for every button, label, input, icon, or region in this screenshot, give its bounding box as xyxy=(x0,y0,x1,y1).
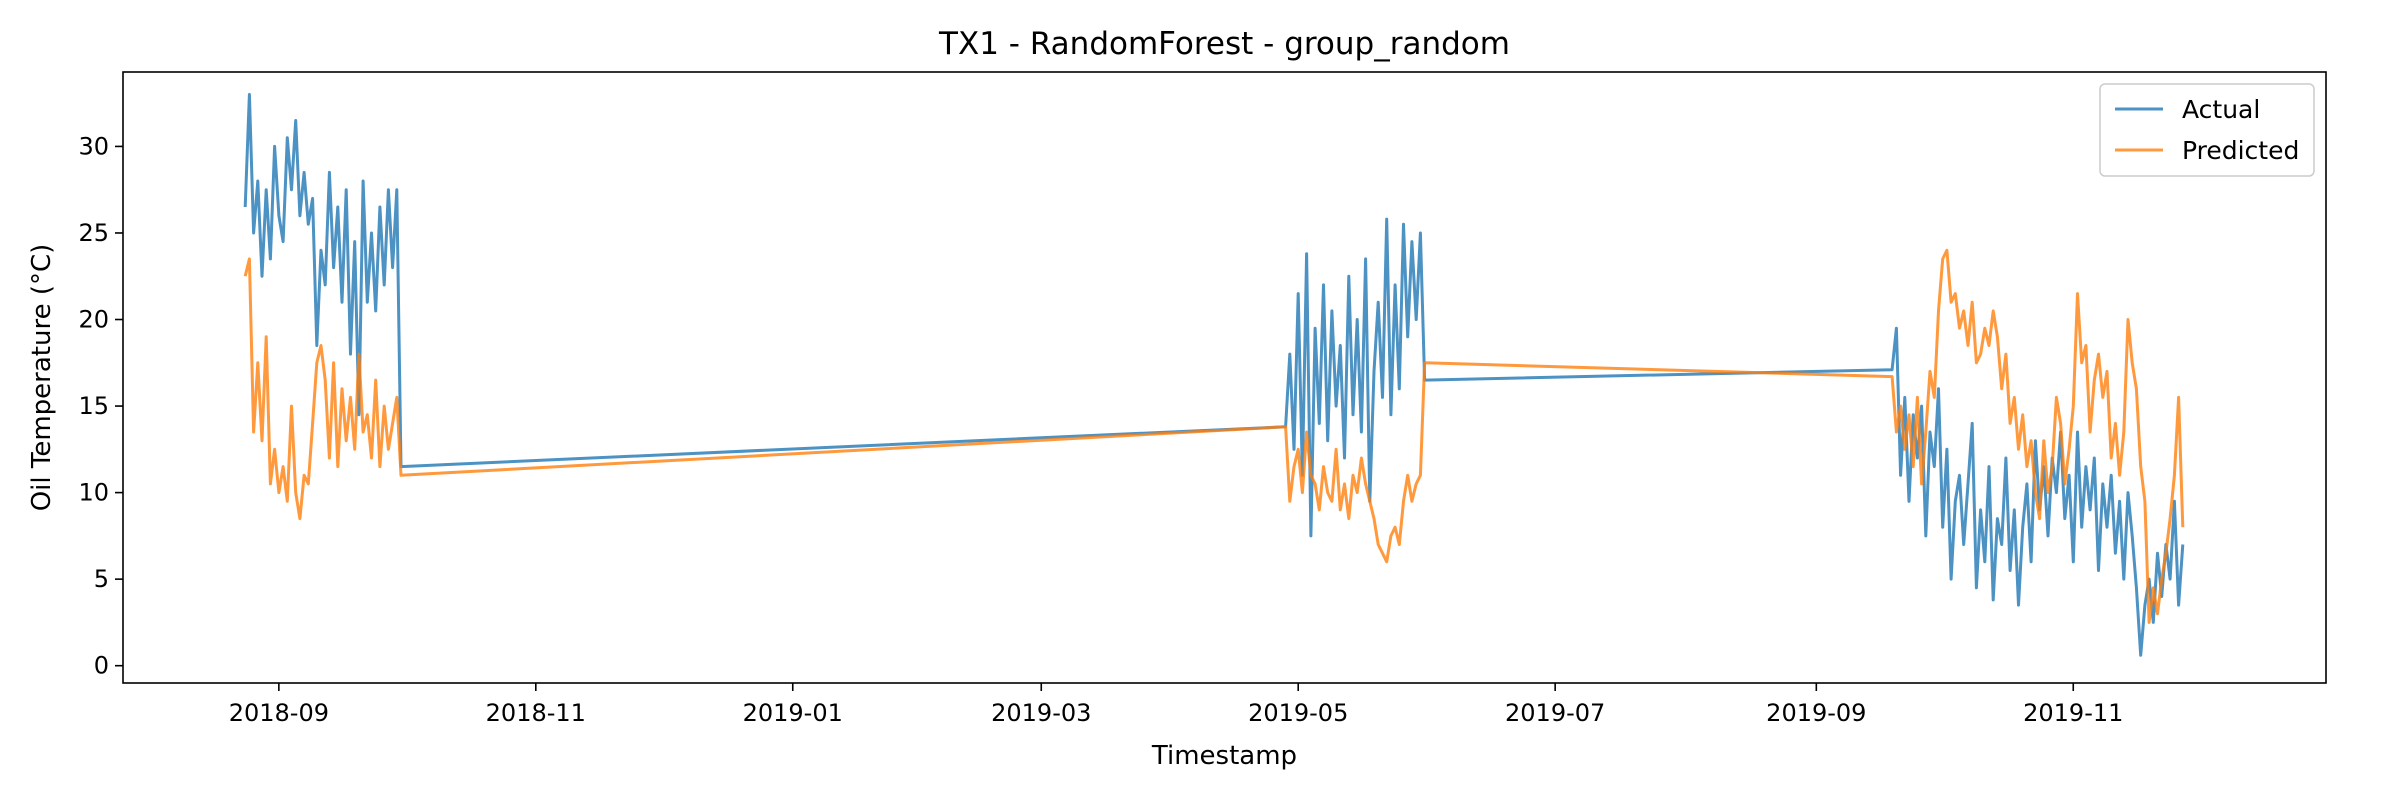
y-tick-label: 25 xyxy=(78,219,109,247)
plot-frame xyxy=(122,71,2327,684)
y-tick-label: 5 xyxy=(94,565,109,593)
legend-label-predicted: Predicted xyxy=(2182,136,2299,165)
y-axis: 0 5 10 15 20 25 30 xyxy=(78,132,123,680)
x-tick-label: 2019-01 xyxy=(743,699,843,727)
x-tick-label: 2019-09 xyxy=(1766,699,1866,727)
y-tick-label: 15 xyxy=(78,392,109,420)
legend-label-actual: Actual xyxy=(2182,95,2260,124)
x-tick-label: 2019-05 xyxy=(1248,699,1348,727)
y-tick-label: 20 xyxy=(78,306,109,334)
y-tick-label: 10 xyxy=(78,479,109,507)
series-layer xyxy=(243,93,2185,657)
legend: Actual Predicted xyxy=(2099,83,2315,177)
series-line-predicted xyxy=(243,248,2185,624)
series-line-actual xyxy=(243,93,2185,657)
x-axis: 2018-09 2018-11 2019-01 2019-03 2019-05 2019-… xyxy=(229,683,2123,727)
x-tick-label: 2019-11 xyxy=(2023,699,2123,727)
x-tick-label: 2018-11 xyxy=(486,699,586,727)
chart-title: TX1 - RandomForest - group_random xyxy=(938,26,1510,62)
y-axis-label: Oil Temperature (°C) xyxy=(27,244,57,512)
x-axis-label: Timestamp xyxy=(1151,741,1297,771)
x-tick-label: 2018-09 xyxy=(229,699,329,727)
y-tick-label: 30 xyxy=(78,132,109,160)
legend-box xyxy=(2099,83,2315,177)
y-tick-label: 0 xyxy=(94,652,109,680)
x-tick-label: 2019-03 xyxy=(991,699,1091,727)
x-tick-label: 2019-07 xyxy=(1505,699,1605,727)
